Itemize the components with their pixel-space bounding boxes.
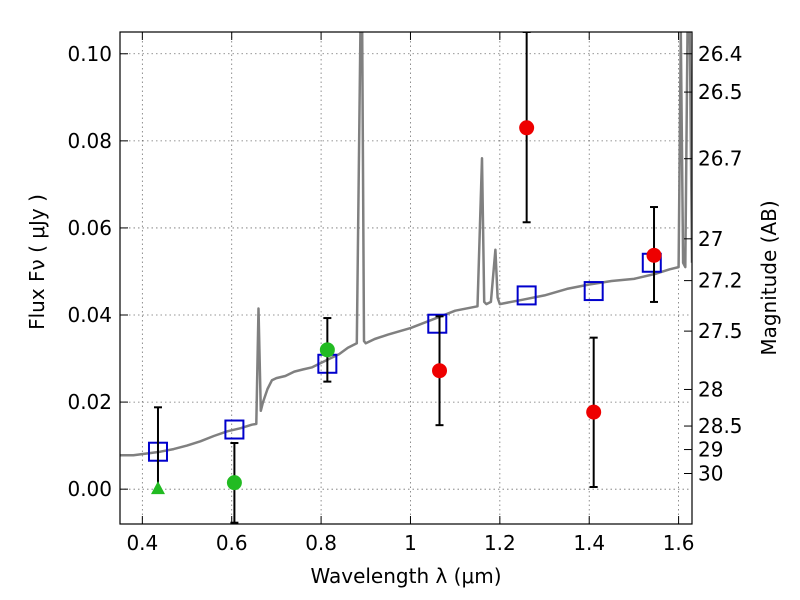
- spectrum-line: [120, 32, 692, 457]
- plot-frame: [119, 31, 693, 525]
- upper-limit-triangle: [150, 481, 165, 495]
- mag-tick-label: 28.5: [698, 414, 743, 438]
- y-tick-label: 0.04: [67, 303, 112, 327]
- mag-tick-label: 26.5: [698, 80, 743, 104]
- axes-ticks: 0.4 0.6 0.8 1 1.2 1.4 1.6 0.00 0.02 0.04 0.06 0.08 0…: [67, 32, 743, 555]
- mag-tick-label: 30: [698, 461, 723, 485]
- x-tick-label: 0.8: [305, 531, 337, 555]
- y-tick-label: 0.08: [67, 129, 112, 153]
- mag-tick-label: 26.4: [698, 42, 743, 66]
- y-tick-label: 0.10: [67, 42, 112, 66]
- x-tick-label: 0.6: [216, 531, 248, 555]
- red-data-point: [586, 404, 602, 420]
- x-tick-label: 1.2: [484, 531, 516, 555]
- grid: [120, 32, 692, 524]
- y-tick-label: 0.00: [67, 477, 112, 501]
- mag-tick-label: 27: [698, 227, 723, 251]
- y2-axis-label: Magnitude (AB): [757, 200, 781, 355]
- x-tick-label: 1: [404, 531, 417, 555]
- y-axis-label: Flux Fν ( μJy ): [25, 194, 49, 330]
- x-tick-label: 0.4: [126, 531, 158, 555]
- y-tick-label: 0.06: [67, 216, 112, 240]
- mag-tick-label: 27.2: [698, 269, 743, 293]
- x-tick-label: 1.6: [663, 531, 695, 555]
- green-data-point: [319, 342, 335, 358]
- red-data-point: [519, 120, 535, 136]
- x-axis-label: Wavelength λ (μm): [310, 564, 501, 588]
- model-square-point: [583, 281, 604, 302]
- model-square-point: [224, 419, 245, 440]
- x-tick-label: 1.4: [573, 531, 605, 555]
- model-square-point: [427, 313, 448, 334]
- mag-tick-label: 29: [698, 438, 723, 462]
- plot-area: [120, 32, 692, 524]
- green-data-point: [226, 475, 242, 491]
- y-tick-label: 0.02: [67, 390, 112, 414]
- mag-tick-label: 27.5: [698, 319, 743, 343]
- mag-tick-label: 28: [698, 377, 723, 401]
- mag-tick-label: 26.7: [698, 147, 743, 171]
- red-data-point: [646, 247, 662, 263]
- model-square-point: [516, 285, 537, 306]
- red-data-point: [432, 363, 448, 379]
